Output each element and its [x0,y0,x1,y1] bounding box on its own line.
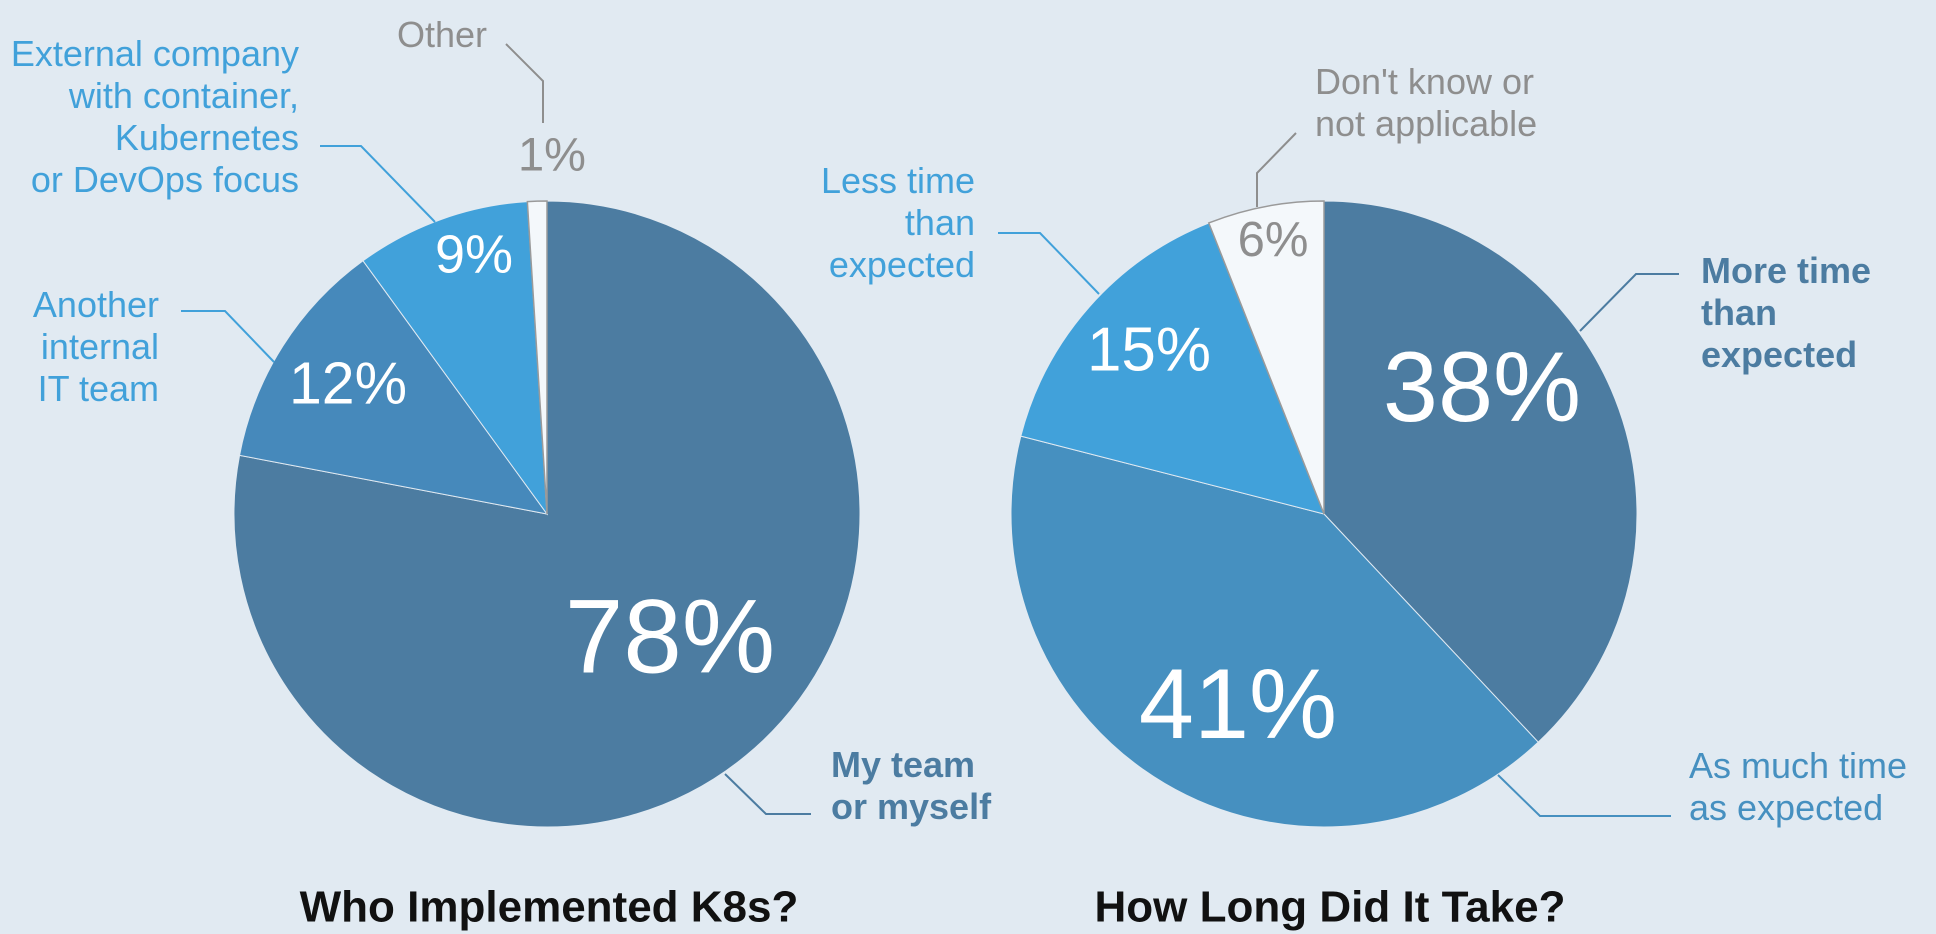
value-label: 9% [435,224,513,284]
label-line: Less time [821,160,975,201]
leader-line [1497,774,1671,817]
label-line: Other [397,14,487,55]
pie-slice [1207,200,1325,515]
category-label: External company with container, Kubernete… [11,33,299,200]
leader-line [1579,273,1679,332]
chart-title: Who Implemented K8s? [300,883,799,932]
category-label: Another internal IT team [33,284,159,409]
chart-title: How Long Did It Take? [1095,883,1566,932]
value-label: 38% [1383,331,1581,442]
pie-slice [1323,200,1638,743]
label-line: Kubernetes [115,117,299,158]
label-line: My team [831,744,975,785]
value-label: 78% [565,579,775,696]
label-line: internal [41,326,159,367]
label-line: IT team [38,368,159,409]
label-line: External company [11,33,299,74]
label-line: expected [829,244,975,285]
leader-line [505,43,544,123]
category-label: Less time than expected [821,160,975,285]
leader-line [320,145,436,223]
category-label: As much time as expected [1689,745,1907,828]
label-line: than [1701,292,1777,333]
value-label: 12% [289,351,407,417]
category-label: My team or myself [831,744,992,827]
pie-slice [526,200,548,515]
label-line: As much time [1689,745,1907,786]
label-line: not applicable [1315,103,1537,144]
label-line: More time [1701,250,1871,291]
label-line: or myself [831,786,992,827]
label-line: with container, [68,75,299,116]
leader-line [724,773,811,815]
pie-slice [238,260,549,515]
label-line: Don't know or [1315,61,1534,102]
pie-slice [233,200,861,828]
leader-line [998,232,1100,295]
category-label: More time than expected [1701,250,1871,375]
value-label: 6% [1238,213,1309,267]
value-label: 15% [1087,315,1211,384]
value-label: 1% [518,127,586,180]
pie-slice [1010,435,1539,828]
label-line: expected [1701,334,1857,375]
pie-slice [1020,222,1325,515]
label-line: Another [33,284,159,325]
pie-slice [362,201,548,516]
label-line: as expected [1689,787,1883,828]
leader-line [181,310,275,363]
value-label: 41% [1139,648,1337,759]
category-label: Other [397,14,487,55]
category-label: Don't know or not applicable [1315,61,1537,144]
label-line: or DevOps focus [31,159,299,200]
label-line: than [905,202,975,243]
leader-line [1256,132,1297,207]
